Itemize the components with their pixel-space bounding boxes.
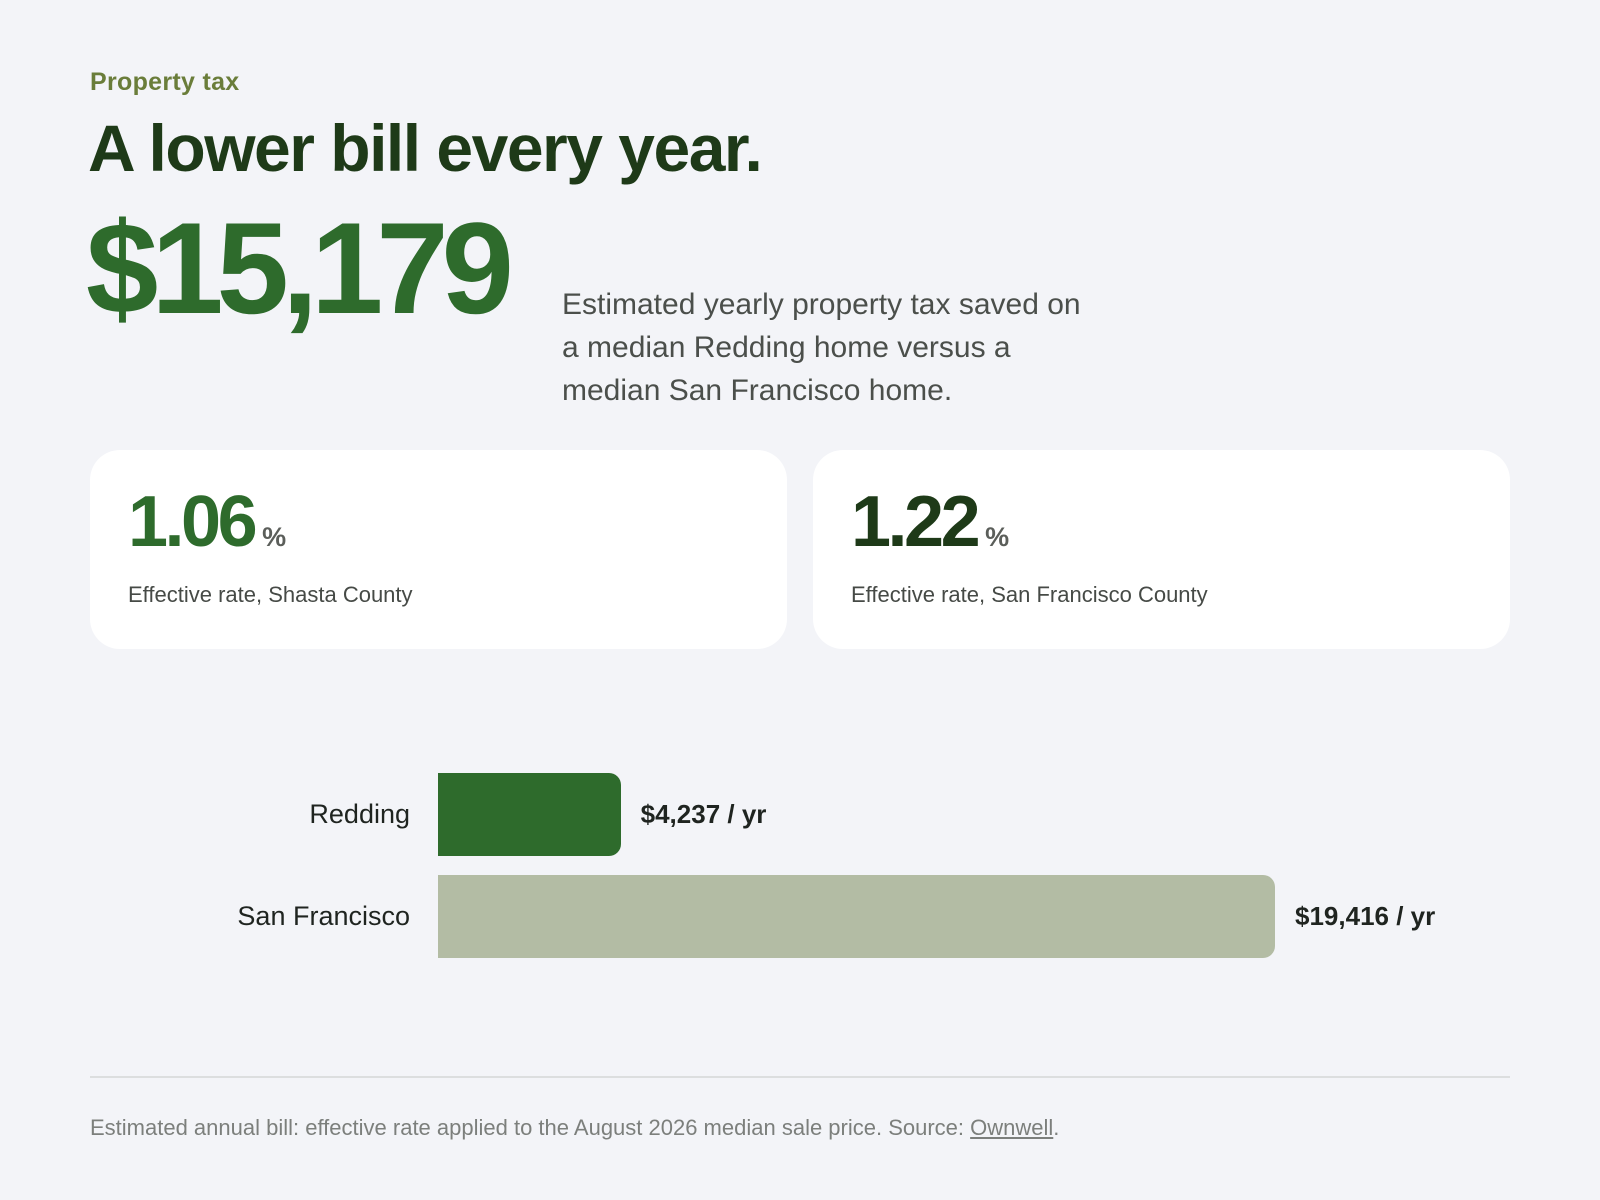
rate-card-shasta: 1.06 % Effective rate, Shasta County: [90, 450, 787, 649]
rate-card-san-francisco: 1.22 % Effective rate, San Francisco Cou…: [813, 450, 1510, 649]
savings-caption: Estimated yearly property tax saved on a…: [562, 288, 1081, 407]
bar-san-francisco: [438, 875, 1275, 958]
rate-unit: %: [262, 522, 287, 552]
savings-amount: $15,179: [86, 195, 514, 341]
bar-value-label-redding: $4,237 / yr: [640, 799, 767, 829]
source-link[interactable]: Ownwell: [970, 1115, 1054, 1140]
page-title: A lower bill every year.: [88, 111, 763, 185]
bar-category-label-san-francisco: San Francisco: [237, 901, 410, 931]
bar-redding: [438, 773, 621, 856]
footnote-text: Estimated annual bill: effective rate ap…: [90, 1115, 971, 1140]
rate-label: Effective rate, Shasta County: [128, 582, 413, 607]
bar-category-label-redding: Redding: [309, 799, 410, 829]
footnote-suffix: .: [1053, 1115, 1060, 1140]
rate-value-row: 1.22 %: [851, 486, 1009, 558]
rate-unit: %: [985, 522, 1010, 552]
eyebrow-label: Property tax: [90, 68, 240, 96]
rate-value: 1.22: [851, 482, 981, 562]
rate-label: Effective rate, San Francisco County: [851, 582, 1208, 607]
rate-value: 1.06: [128, 482, 258, 562]
footer-divider: [90, 1076, 1510, 1078]
bar-value-label-san-francisco: $19,416 / yr: [1295, 901, 1436, 931]
rate-value-row: 1.06 %: [128, 486, 286, 558]
footnote: Estimated annual bill: effective rate ap…: [90, 1115, 1059, 1141]
